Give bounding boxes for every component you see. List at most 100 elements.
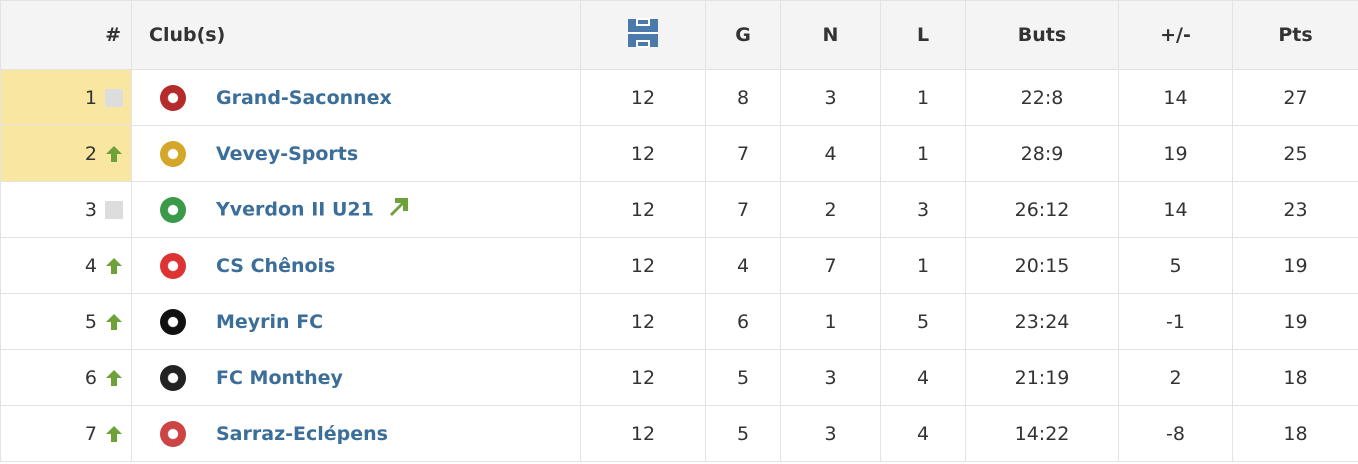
club-name[interactable]: Vevey-Sports <box>216 142 359 165</box>
stat-cell: 3 <box>780 349 881 406</box>
stat-cell: 26:12 <box>965 181 1119 238</box>
stat-cell: 4 <box>880 349 966 406</box>
club-cell: Meyrin FC <box>131 293 581 350</box>
table-row: 1 Grand-Saconnex 12 8 3 1 22:8 14 27 <box>0 69 1358 126</box>
stat-cell: 19 <box>1232 237 1358 294</box>
rank: 2 <box>84 142 97 165</box>
header-cell: N <box>780 0 881 70</box>
stat-cell: 28:9 <box>965 125 1119 182</box>
table-row: 4 CS Chênois 12 4 7 1 20:15 5 19 <box>0 237 1358 294</box>
table-row: 7 Sarraz-Eclépens 12 5 3 4 14:22 -8 18 <box>0 405 1358 462</box>
header-cell: # <box>0 0 132 70</box>
rank-cell: 5 <box>0 293 132 350</box>
stat-cell: 12 <box>580 237 706 294</box>
stat-cell: 5 <box>705 349 781 406</box>
trend-icon <box>105 257 123 275</box>
stat-cell: 20:15 <box>965 237 1119 294</box>
rank: 3 <box>84 198 97 221</box>
club-cell: CS Chênois <box>131 237 581 294</box>
stat-cell: 2 <box>1118 349 1233 406</box>
stat-cell: 1 <box>880 237 966 294</box>
rank-cell: 4 <box>0 237 132 294</box>
rank: 1 <box>84 86 97 109</box>
club-cell: Grand-Saconnex <box>131 69 581 126</box>
header-cell: Pts <box>1232 0 1358 70</box>
trend-icon <box>105 201 123 219</box>
stat-cell: 4 <box>705 237 781 294</box>
rank-cell: 6 <box>0 349 132 406</box>
rank: 5 <box>84 310 97 333</box>
rank: 4 <box>84 254 97 277</box>
stat-cell: 5 <box>880 293 966 350</box>
rank-cell: 3 <box>0 181 132 238</box>
stat-cell: 8 <box>705 69 781 126</box>
stat-cell: 14:22 <box>965 405 1119 462</box>
club-name[interactable]: CS Chênois <box>216 254 336 277</box>
stat-cell: 12 <box>580 69 706 126</box>
header-cell: L <box>880 0 966 70</box>
club-name[interactable]: Grand-Saconnex <box>216 86 392 109</box>
stat-cell: -8 <box>1118 405 1233 462</box>
stat-cell: 18 <box>1232 349 1358 406</box>
header-cell: Club(s) <box>131 0 581 70</box>
stat-cell: 4 <box>780 125 881 182</box>
stat-cell: 27 <box>1232 69 1358 126</box>
club-cell: Sarraz-Eclépens <box>131 405 581 462</box>
table-row: 6 FC Monthey 12 5 3 4 21:19 2 18 <box>0 349 1358 406</box>
club-cell: FC Monthey <box>131 349 581 406</box>
stat-cell: 5 <box>1118 237 1233 294</box>
stat-cell: 18 <box>1232 405 1358 462</box>
promotion-arrow <box>388 196 410 223</box>
club-name[interactable]: FC Monthey <box>216 366 343 389</box>
trend-icon <box>105 145 123 163</box>
stat-cell: 21:19 <box>965 349 1119 406</box>
club-cell: Vevey-Sports <box>131 125 581 182</box>
stat-cell: 5 <box>705 405 781 462</box>
club-logo <box>160 420 186 447</box>
stat-cell: 19 <box>1232 293 1358 350</box>
club-cell: Yverdon II U21 <box>131 181 581 238</box>
stat-cell: 7 <box>705 125 781 182</box>
trend-icon <box>105 425 123 443</box>
trend-icon <box>105 89 123 107</box>
table-row: 5 Meyrin FC 12 6 1 5 23:24 -1 19 <box>0 293 1358 350</box>
stat-cell: 3 <box>880 181 966 238</box>
club-logo <box>160 140 186 167</box>
stat-cell: 2 <box>780 181 881 238</box>
club-logo <box>160 196 186 223</box>
stat-cell: 23 <box>1232 181 1358 238</box>
stat-cell: 3 <box>780 69 881 126</box>
stat-cell: 1 <box>780 293 881 350</box>
stat-cell: 23:24 <box>965 293 1119 350</box>
club-name[interactable]: Sarraz-Eclépens <box>216 422 388 445</box>
rank: 6 <box>84 366 97 389</box>
stat-cell: 12 <box>580 293 706 350</box>
club-name[interactable]: Meyrin FC <box>216 310 324 333</box>
stat-cell: 12 <box>580 405 706 462</box>
header-cell: +/- <box>1118 0 1233 70</box>
club-logo <box>160 84 186 111</box>
trend-icon <box>105 313 123 331</box>
table-row: 2 Vevey-Sports 12 7 4 1 28:9 19 25 <box>0 125 1358 182</box>
stat-cell: 1 <box>880 125 966 182</box>
stat-cell: 1 <box>880 69 966 126</box>
stat-cell: 12 <box>580 349 706 406</box>
played-icon-cell <box>580 0 706 70</box>
stat-cell: 7 <box>780 237 881 294</box>
rank-cell: 2 <box>0 125 132 182</box>
club-logo <box>160 308 186 335</box>
stat-cell: 12 <box>580 181 706 238</box>
stat-cell: 14 <box>1118 69 1233 126</box>
header-row: # Club(s) G N L Buts +/- Pts <box>0 0 1358 70</box>
stat-cell: -1 <box>1118 293 1233 350</box>
rank-cell: 1 <box>0 69 132 126</box>
rank: 7 <box>84 422 97 445</box>
stat-cell: 6 <box>705 293 781 350</box>
trend-icon <box>105 369 123 387</box>
club-name[interactable]: Yverdon II U21 <box>216 198 374 221</box>
stat-cell: 7 <box>705 181 781 238</box>
club-logo <box>160 252 186 279</box>
table-body: 1 Grand-Saconnex 12 8 3 1 22:8 14 27 2 Vevey-Sport… <box>0 69 1358 462</box>
stat-cell: 3 <box>780 405 881 462</box>
